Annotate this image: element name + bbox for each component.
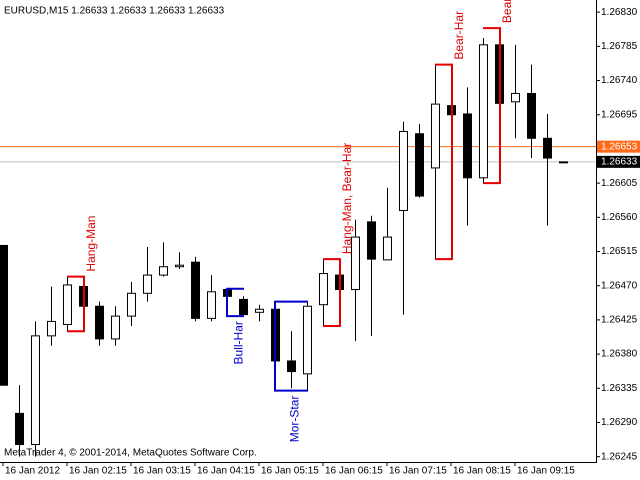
candle-body [463, 113, 472, 179]
bid-label-box [597, 155, 640, 168]
x-tick-label: 16 Jan 2012 [5, 466, 60, 477]
y-tick-label: 1.26425 [601, 315, 638, 326]
y-tick-label: 1.26605 [601, 178, 638, 189]
y-tick-label: 1.26515 [601, 246, 638, 257]
pattern-bracket [483, 27, 501, 185]
x-tick-label: 16 Jan 03:15 [133, 466, 191, 477]
y-tick-label: 1.26470 [601, 280, 638, 291]
candle-body [479, 44, 488, 179]
x-tick-label: 16 Jan 02:15 [69, 466, 127, 477]
y-tick-label: 1.26830 [601, 7, 638, 18]
pattern-label: Bull-Har [232, 321, 246, 364]
candle-body [383, 236, 392, 261]
chart-title: EURUSD,M15 1.26633 1.26633 1.26633 1.266… [4, 6, 225, 17]
candle-body [63, 284, 72, 325]
pattern-bracket [274, 300, 308, 392]
y-tick-label: 1.26740 [601, 75, 638, 86]
candle-body [47, 320, 56, 337]
y-tick-label: 1.26290 [601, 417, 638, 428]
pattern-label: Bear-Har [500, 0, 514, 23]
x-tick-label: 16 Jan 06:15 [325, 466, 383, 477]
x-tick-label: 16 Jan 04:15 [197, 466, 255, 477]
candle-body [351, 236, 360, 291]
footer: MetaTrader 4, © 2001-2014, MetaQuotes So… [4, 448, 257, 459]
candle-body [399, 130, 408, 211]
candle-body [111, 315, 120, 340]
bid-label: 1.26633 [601, 156, 638, 167]
candle-body [559, 161, 568, 164]
pattern-bracket [67, 275, 85, 333]
candle-body [95, 305, 104, 340]
pattern-bracket [435, 63, 453, 261]
y-tick-label: 1.26245 [601, 451, 638, 462]
candle-body [0, 244, 8, 386]
pattern-label: Hang-Man, Bear-Har [340, 143, 354, 254]
x-tick-label: 16 Jan 09:15 [517, 466, 575, 477]
candle-body [207, 291, 216, 319]
candle-body [175, 264, 184, 268]
y-tick-label: 1.26380 [601, 349, 638, 360]
candle-body [511, 92, 520, 103]
candle-body [415, 133, 424, 197]
candle-body [239, 298, 248, 316]
x-tick-label: 16 Jan 07:15 [389, 466, 447, 477]
x-tick-label: 16 Jan 05:15 [261, 466, 319, 477]
pattern-label: Hang-Man [84, 216, 98, 272]
candle-body [31, 335, 40, 446]
candle-body [127, 292, 136, 317]
candle-body [191, 261, 200, 319]
y-tick-label: 1.26695 [601, 109, 638, 120]
y-tick-label: 1.26785 [601, 41, 638, 52]
candle-body [367, 221, 376, 260]
y-tick-label: 1.26560 [601, 212, 638, 223]
level-label: 1.26653 [601, 141, 638, 152]
x-tick-label: 16 Jan 08:15 [453, 466, 511, 477]
pattern-bracket [323, 258, 341, 327]
candle-body [319, 273, 328, 306]
pattern-bracket [226, 287, 244, 318]
candle-body [15, 412, 24, 446]
candle-body [143, 274, 152, 294]
candle-body [527, 92, 536, 139]
candle-body [287, 360, 296, 373]
level-label-box [597, 140, 640, 153]
candle-body [303, 305, 312, 375]
candle-body [255, 308, 264, 313]
candle-body [543, 137, 552, 159]
candle-body [159, 266, 168, 276]
candle-body [431, 103, 440, 169]
y-tick-label: 1.26335 [601, 383, 638, 394]
pattern-label: Bear-Har [452, 11, 466, 60]
pattern-label: Mor-Star [288, 396, 302, 443]
